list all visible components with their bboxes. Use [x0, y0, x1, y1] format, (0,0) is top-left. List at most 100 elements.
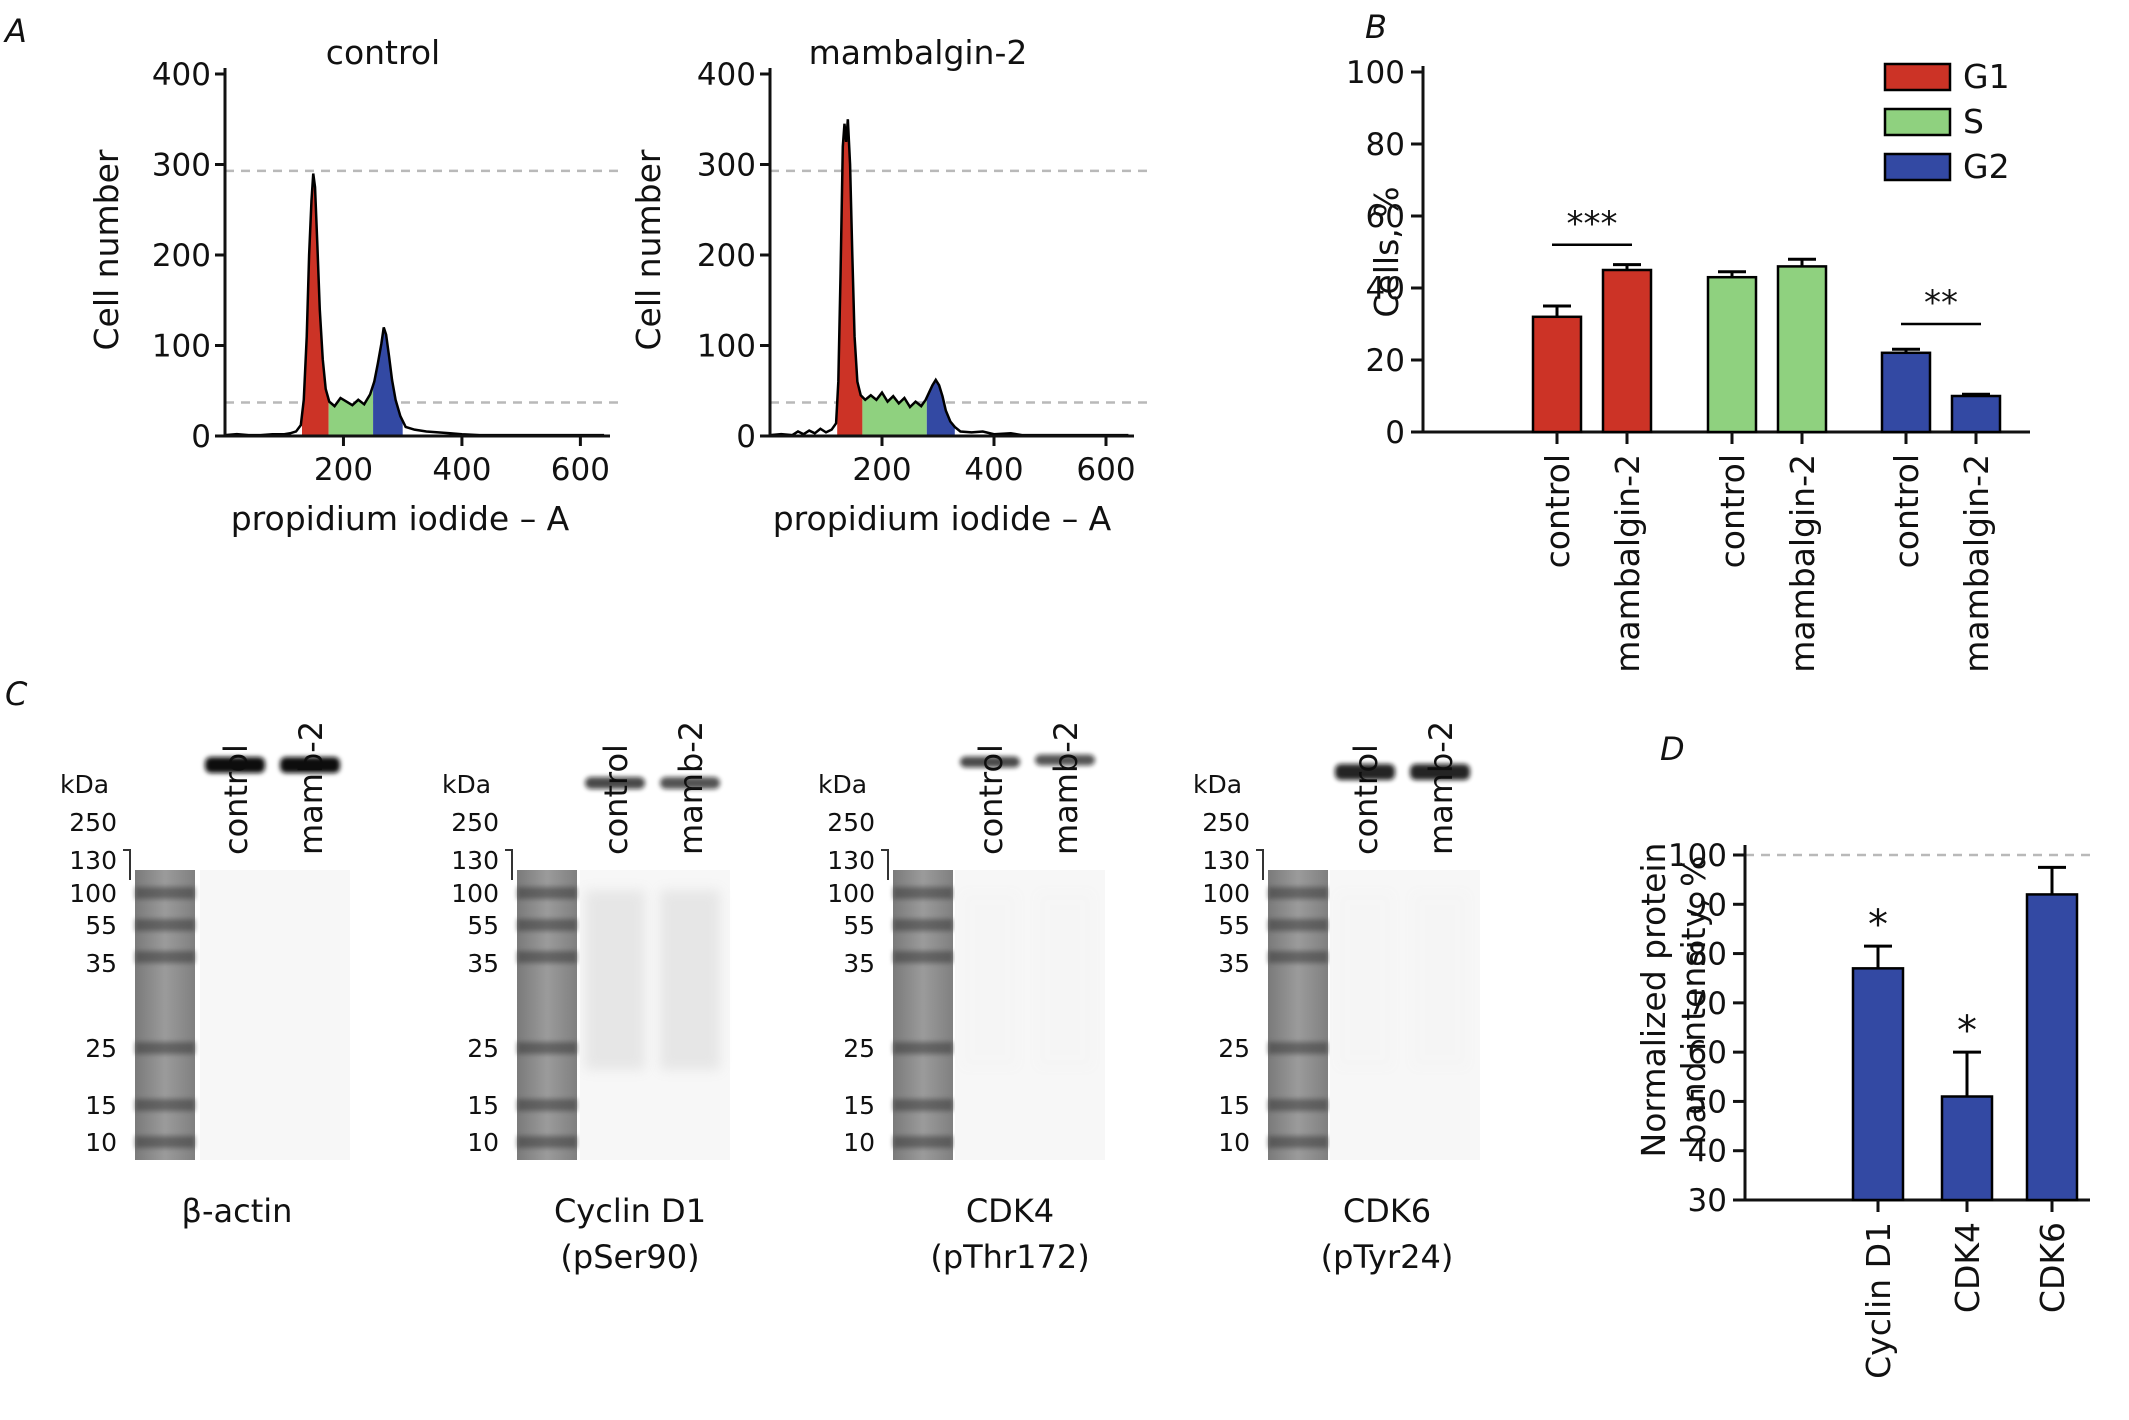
ladder-tick-label: 130: [69, 846, 117, 875]
ladder-tick-label: 55: [1218, 911, 1250, 940]
x-tick-label: Cyclin D1: [1859, 1222, 1898, 1379]
ladder-tick-label: 250: [1202, 808, 1250, 837]
x-tick-label: mambalgin-2: [1957, 454, 1996, 673]
legend-label: S: [1963, 102, 1984, 141]
y-tick-label: 200: [697, 238, 756, 274]
ladder-lane: [1268, 870, 1328, 1160]
ladder-band: [517, 1136, 577, 1148]
y-tick-label: 40: [1366, 271, 1405, 307]
bar-chart-cell-cycle: Cells, % 0 20 40 60 80 100 control mambalgin-2 c…: [1346, 55, 2030, 673]
lane-haze: [960, 890, 1020, 1070]
x-axis-label: propidium iodide – A: [231, 499, 570, 538]
y-axis-label: Cell number: [87, 149, 126, 350]
y-tick-label: 0: [1385, 415, 1405, 451]
blot-label-sub: (pTyr24): [1321, 1238, 1454, 1276]
protein-band: [960, 756, 1020, 768]
ladder-tick-label: 250: [451, 808, 499, 837]
ladder-tick-label: 100: [1202, 879, 1250, 908]
ladder-band: [135, 1099, 195, 1111]
ladder-tick-label: 10: [1218, 1128, 1250, 1157]
ladder-band: [1268, 1042, 1328, 1054]
x-tick-label: mambalgin-2: [1608, 454, 1647, 673]
ladder-bracket: [881, 849, 889, 880]
ladder-tick-label: 250: [69, 808, 117, 837]
significance-marker: *: [1868, 902, 1888, 948]
x-tick-label: 200: [314, 452, 373, 488]
protein-band: [660, 777, 720, 789]
lane-label: mamb-2: [292, 721, 330, 855]
legend-swatch-g2: [1883, 152, 1952, 182]
protein-band: [1410, 764, 1470, 780]
bar-g1: [1531, 315, 1583, 434]
lane-label: control: [1347, 744, 1385, 855]
ladder-band: [517, 919, 577, 931]
y-axis-label: Cells, %: [1367, 186, 1406, 317]
bar-g1: [1601, 268, 1653, 434]
bar-g2: [1880, 351, 1932, 434]
y-tick-label: 80: [1366, 127, 1405, 163]
lane-haze: [1410, 890, 1470, 1070]
ladder-band: [135, 1042, 195, 1054]
ladder-tick-label: 100: [827, 879, 875, 908]
y-tick-label: 300: [152, 148, 211, 184]
protein-band: [205, 757, 265, 773]
y-tick-label: 200: [152, 238, 211, 274]
ladder-tick-label: 35: [1218, 949, 1250, 978]
histogram-control: control Cell number propidium iodide – A…: [87, 33, 625, 538]
western-blots: kDa 250 130 100 55 35 25 15 10 control mamb-2 β-act…: [60, 721, 1480, 1276]
x-tick-label: CDK6: [2033, 1222, 2072, 1313]
lane-haze: [660, 890, 720, 1070]
legend-swatch-g1: [1883, 62, 1952, 92]
y-tick-label: 100: [1668, 838, 1727, 874]
x-tick-label: 200: [852, 452, 911, 488]
gel-lanes: [1330, 870, 1480, 1160]
lane-haze: [585, 890, 645, 1070]
y-tick-label: 400: [152, 57, 211, 93]
ladder-tick-label: 100: [69, 879, 117, 908]
ladder-band: [135, 951, 195, 963]
lane-label: mamb-2: [1422, 721, 1460, 855]
histogram-title: control: [326, 33, 440, 72]
ladder-band: [517, 1099, 577, 1111]
ladder-tick-label: 15: [85, 1091, 117, 1120]
ladder-bracket: [1256, 849, 1264, 880]
kda-label: kDa: [818, 770, 867, 799]
ladder-tick-label: 25: [843, 1034, 875, 1063]
panel-letter-b: B: [1365, 8, 1387, 46]
lane-label: control: [597, 744, 635, 855]
legend-label: G2: [1963, 147, 2010, 186]
x-tick-label: mambalgin-2: [1783, 454, 1822, 673]
ladder-tick-label: 130: [451, 846, 499, 875]
ladder-tick-label: 100: [451, 879, 499, 908]
lane-haze: [1335, 890, 1395, 1070]
ladder-tick-label: 15: [843, 1091, 875, 1120]
ladder-tick-label: 35: [843, 949, 875, 978]
ladder-tick-label: 15: [1218, 1091, 1250, 1120]
ladder-band: [1268, 887, 1328, 899]
ladder-band: [1268, 919, 1328, 931]
x-tick-label: control: [1713, 454, 1752, 568]
panel-letter-c: C: [5, 675, 28, 713]
legend-label: G1: [1963, 57, 2010, 96]
ladder-tick-label: 35: [85, 949, 117, 978]
y-tick-label: 60: [1366, 199, 1405, 235]
y-tick-label: 80: [1688, 937, 1727, 973]
y-axis-label: Cell number: [629, 149, 668, 350]
y-tick-label: 100: [1346, 55, 1405, 91]
ladder-band: [517, 887, 577, 899]
ladder-tick-label: 130: [827, 846, 875, 875]
blot-label: CDK4: [966, 1192, 1054, 1230]
ladder-tick-label: 10: [467, 1128, 499, 1157]
y-tick-label: 400: [697, 57, 756, 93]
ladder-tick-label: 55: [85, 911, 117, 940]
bar-chart-band-intensity: Normalized protein band intensity, % 30 4…: [1634, 838, 2095, 1379]
y-tick-label: 20: [1366, 343, 1405, 379]
y-tick-label: 300: [697, 148, 756, 184]
ladder-tick-label: 15: [467, 1091, 499, 1120]
ladder-tick-label: 130: [1202, 846, 1250, 875]
bar: [1851, 967, 1905, 1202]
ladder-band: [1268, 951, 1328, 963]
y-tick-label: 90: [1688, 887, 1727, 923]
x-tick-label: control: [1887, 454, 1926, 568]
